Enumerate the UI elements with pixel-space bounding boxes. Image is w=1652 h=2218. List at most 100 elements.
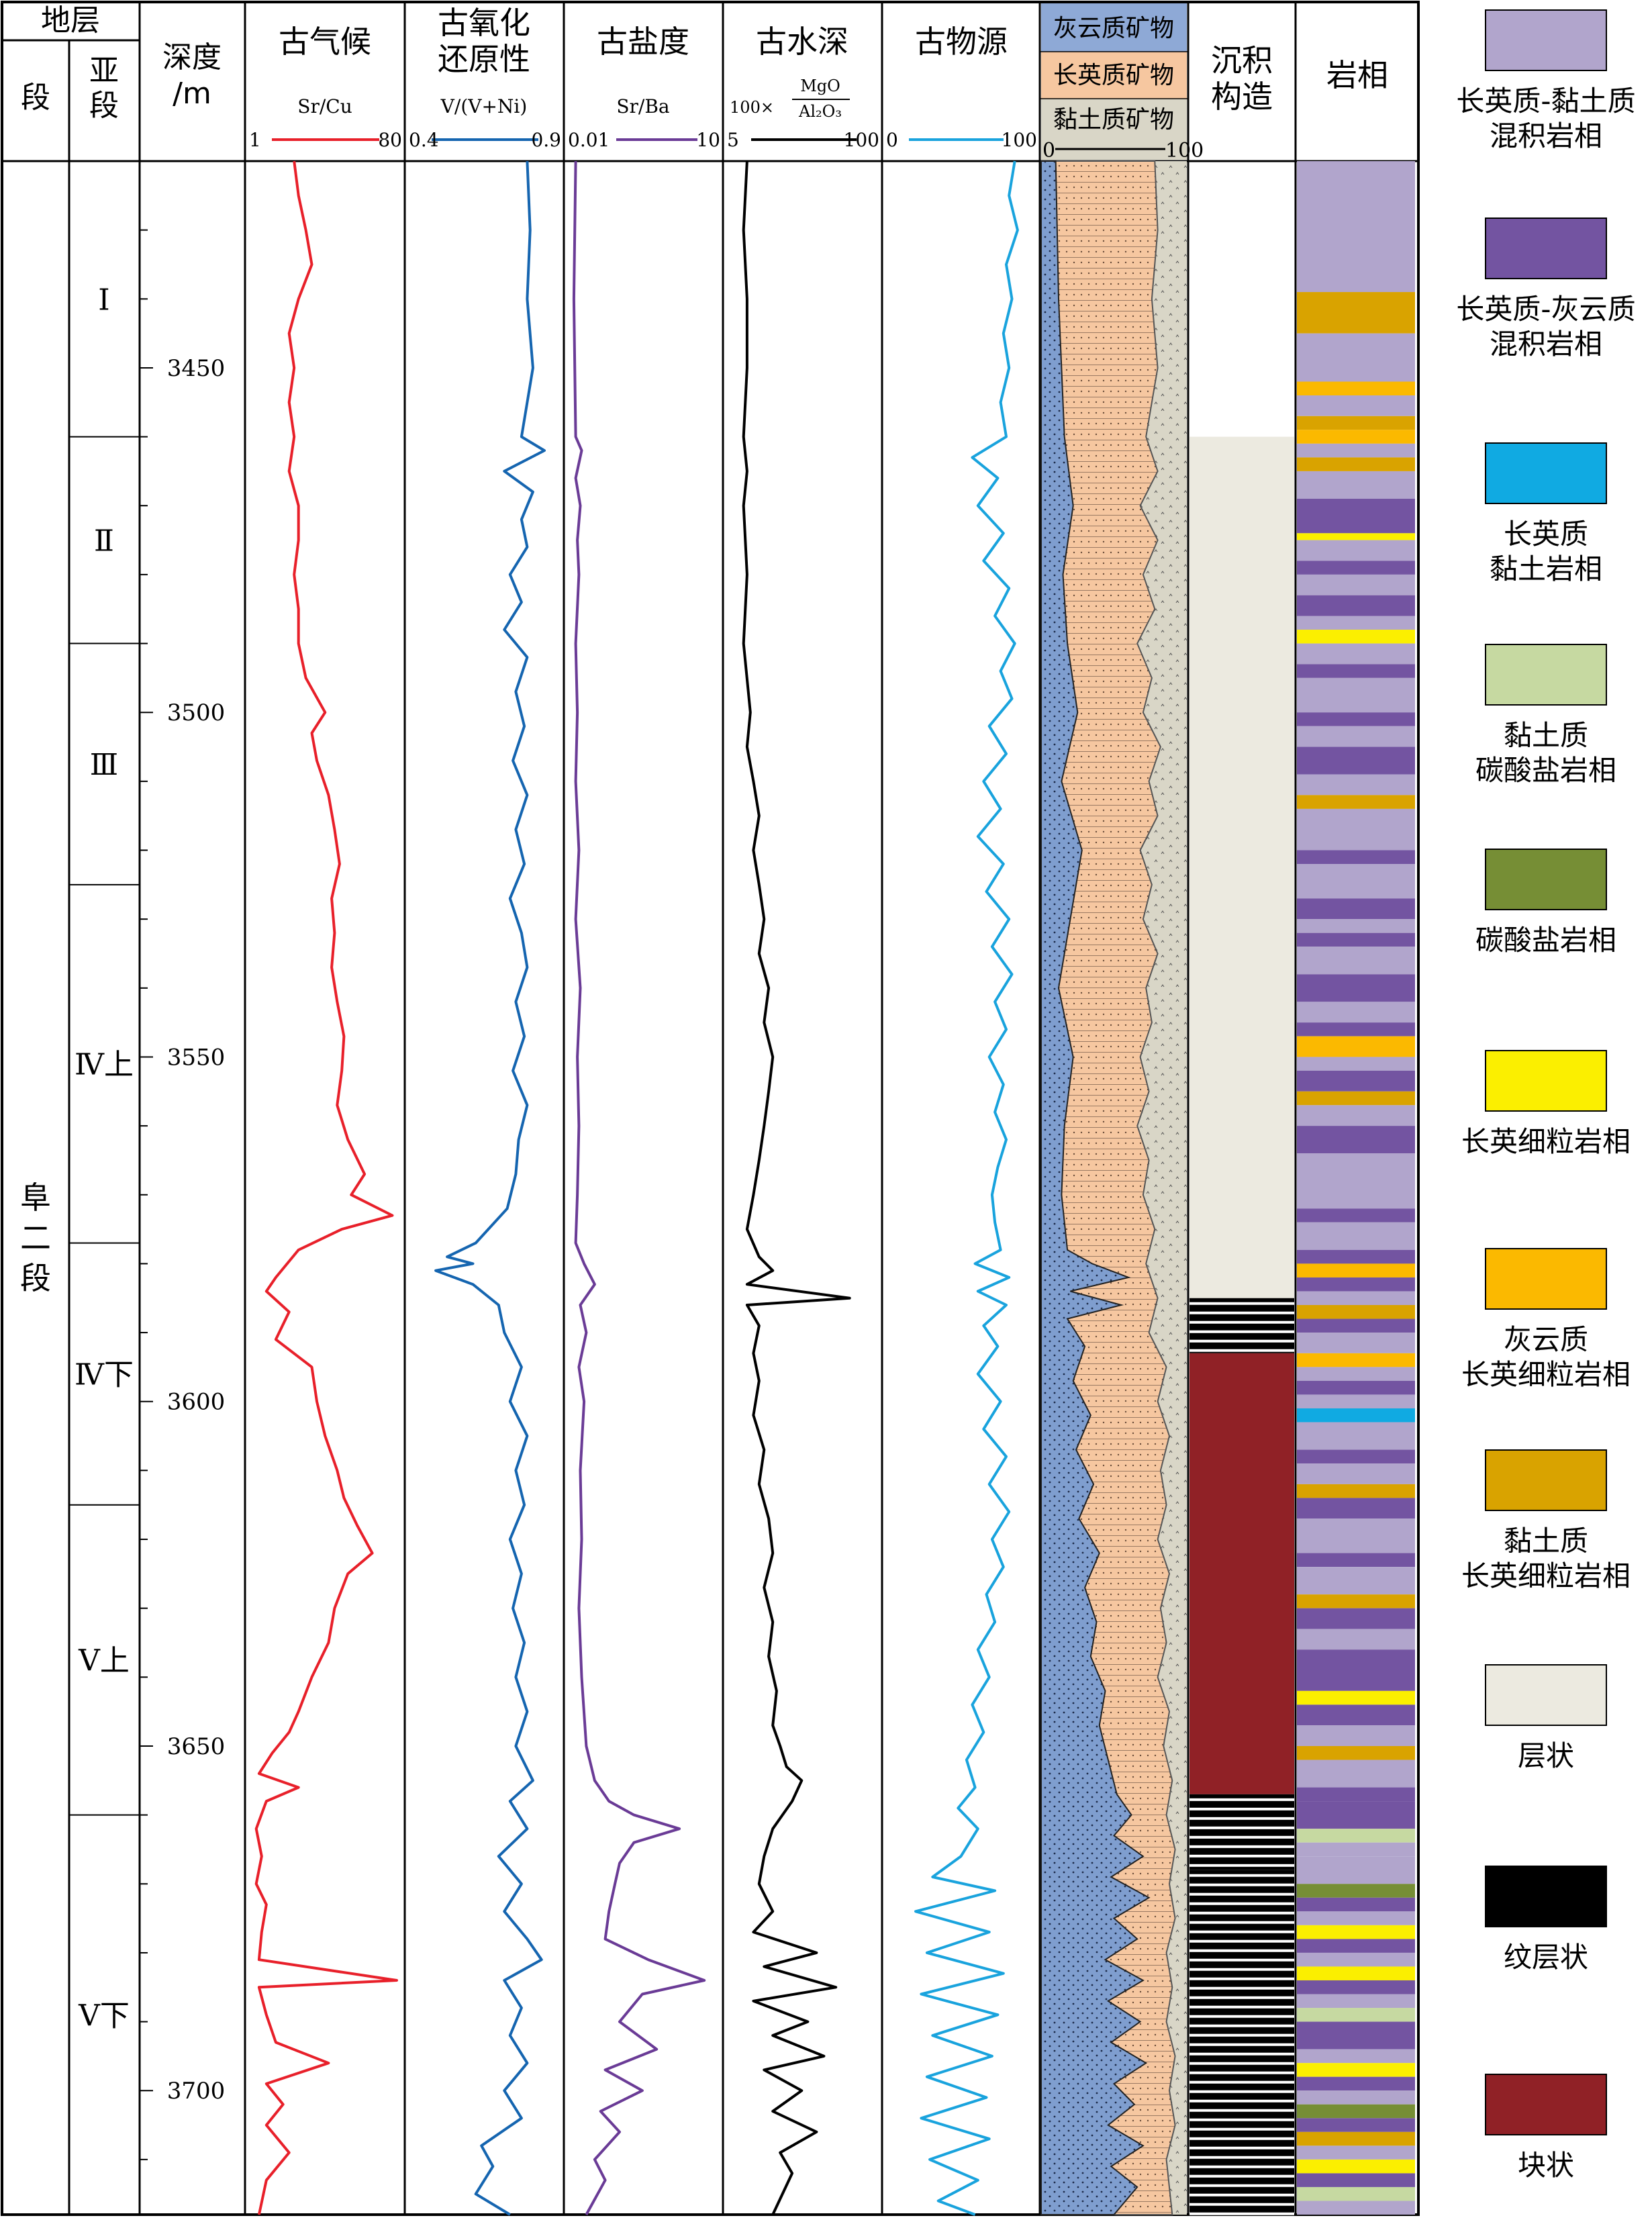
lithofacies-interval [1297,1518,1415,1553]
scale-max-label: 100 [844,129,879,151]
mineral-label-felsic: 长英质矿物 [1053,62,1174,89]
lithofacies-interval [1297,1484,1415,1498]
laminae-line [1189,1807,1294,1811]
laminae-line [1189,1986,1294,1990]
lithofacies-interval [1297,1263,1415,1277]
mineral-label-clay: 黏土质矿物 [1053,106,1174,134]
lithofacies-interval [1297,808,1415,851]
legend-swatch-a [1485,9,1607,71]
laminae-line [1189,2062,1294,2065]
submember-header: 亚段 [89,54,119,123]
lithofacies-interval [1297,664,1415,678]
lithofacies-interval [1297,898,1415,920]
laminae-line [1189,2118,1294,2121]
laminae-line [1189,2052,1294,2056]
lithofacies-interval [1297,1380,1415,1395]
lithofacies-interval [1297,1498,1415,1519]
sedimentary-structure-column [1189,436,1294,2215]
lithofacies-interval [1297,2021,1415,2050]
lithofacies-interval [1297,2145,1415,2160]
laminae-line [1189,1930,1294,1933]
lithofacies-interval [1297,1153,1415,1209]
laminae-line [1189,2127,1294,2131]
palaeoclimate-header: 古气候 [279,23,371,60]
depth-tick-label: 3450 [167,355,226,382]
legend-label-massive: 块状 [1518,2149,1574,2182]
legend-label-a: 长英质-黏土质混积岩相 [1456,85,1635,152]
curve-tracks [254,160,1019,2216]
lithofacies-interval [1297,1759,1415,1788]
lithofacies-interval [1297,1333,1415,1353]
lithofacies-interval [1297,498,1415,534]
legend-label-laminated: 纹层状 [1504,1941,1588,1974]
submember-label: Ⅳ下 [75,1358,134,1392]
lithofacies-interval [1297,1105,1415,1126]
lithofacies-interval [1297,1704,1415,1726]
lithofacies-header: 岩相 [1326,57,1388,93]
laminae-line [1189,1921,1294,1924]
lithofacies-interval [1297,561,1415,575]
lithofacies-interval [1297,1318,1415,1333]
lithofacies-interval [1297,1925,1415,1939]
lithofacies-interval [1297,774,1415,795]
structure-header: 沉积构造 [1211,42,1273,115]
salinity-sub: Sr/Ba [616,95,669,117]
lithofacies-interval [1297,2159,1415,2174]
lithofacies-interval [1297,1070,1415,1092]
redox-sub: V/(V+Ni) [440,95,528,117]
laminae-line [1189,2099,1294,2103]
lithofacies-interval [1297,381,1415,396]
lithofacies-interval [1297,1208,1415,1222]
scale-min-label: 0.4 [409,129,439,151]
lithofacies-interval [1297,974,1415,1002]
laminae-line [1189,2090,1294,2093]
lithofacies-interval [1297,1690,1415,1705]
track-scale-bars: 1 80 0.4 0.9 0.01 10 5 100 0 100 [249,129,1037,151]
lithofacies-interval [1297,471,1415,499]
scale-max-label: 100 [1002,129,1037,151]
submember-label: Ⅱ [94,524,114,559]
laminae-line [1189,2174,1294,2178]
lithofacies-interval [1297,712,1415,726]
laminae-line [1189,1902,1294,1905]
laminae-line [1189,2080,1294,2084]
lithofacies-interval [1297,1884,1415,1898]
legend-label-d: 黏土质碳酸盐岩相 [1475,719,1616,787]
lithofacies-interval [1297,1036,1415,1057]
laminae-line [1189,1320,1294,1324]
laminae-line [1189,1958,1294,1962]
lithofacies-interval [1297,2173,1415,2187]
legend-swatch-e [1485,849,1607,910]
lithofacies-interval [1297,616,1415,630]
lithofacies-interval [1297,416,1415,430]
legend: 长英质-黏土质混积岩相长英质-灰云质混积岩相长英质黏土岩相黏土质碳酸盐岩相碳酸盐… [1456,9,1636,2182]
lithofacies-interval [1297,1463,1415,1484]
lithofacies-interval [1297,2118,1415,2132]
curve-4 [914,160,1019,2216]
scale-max-label: 10 [696,129,720,151]
legend-swatch-laminated [1485,1866,1607,1927]
mineral-composition-column [1040,160,1187,2215]
salinity-header: 古盐度 [597,23,689,60]
submember-label: Ⅰ [98,283,109,317]
lithofacies-interval [1297,1277,1415,1292]
laminae-line [1189,1883,1294,1886]
lithofacies-interval [1297,1553,1415,1568]
lithofacies-interval [1297,1022,1415,1036]
structure-laminated [1189,1298,1294,1353]
laminae-line [1189,1996,1294,1999]
lithofacies-interval [1297,1091,1415,1106]
lithofacies-interval [1297,443,1415,458]
lithofacies-interval [1297,919,1415,933]
legend-label-e: 碳酸盐岩相 [1475,924,1616,957]
lithofacies-interval [1297,1126,1415,1154]
laminae-line [1189,1845,1294,1848]
lithofacies-interval [1297,795,1415,809]
scale-min-label: 0.01 [568,129,610,151]
legend-label-c: 长英质黏土岩相 [1490,518,1602,585]
curve-2 [572,160,706,2215]
legend-swatch-d [1485,644,1607,706]
lithofacies-interval [1297,457,1415,471]
lithofacies-interval [1297,1856,1415,1884]
mineral-dolomitic-area [1040,160,1151,2215]
